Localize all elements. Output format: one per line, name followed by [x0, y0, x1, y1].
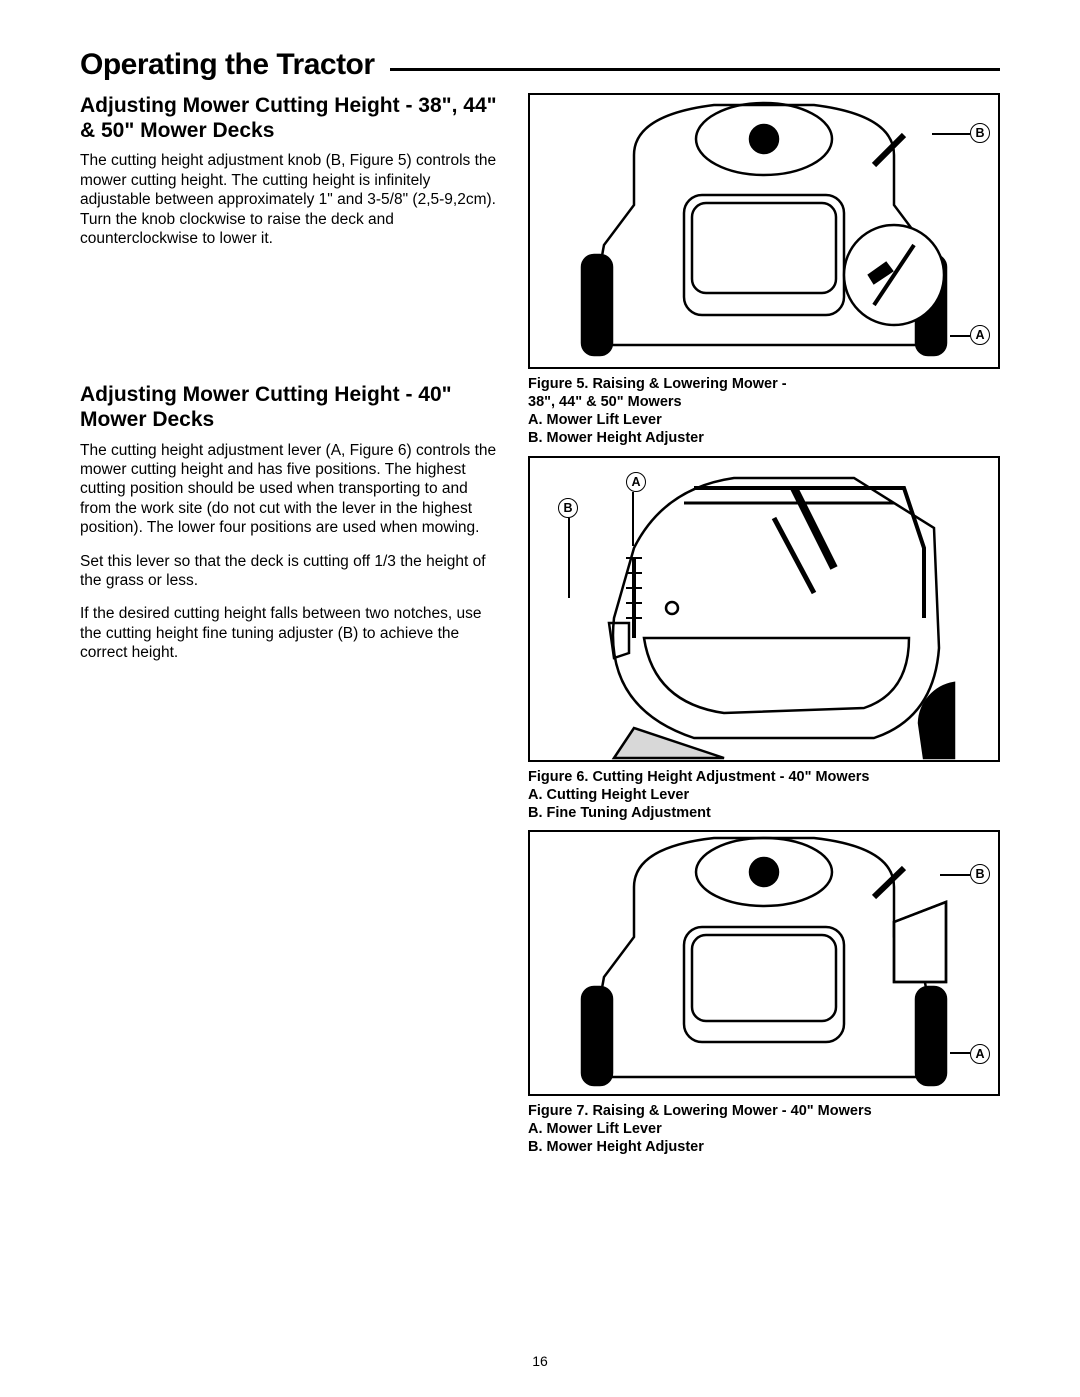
figure6-label-a: A	[626, 472, 646, 492]
caption-line: A. Mower Lift Lever	[528, 412, 662, 428]
tractor-top-illustration-icon	[530, 95, 998, 367]
figure5-label-b: B	[970, 123, 990, 143]
caption-line: B. Mower Height Adjuster	[528, 1139, 704, 1155]
arrow-line	[632, 492, 634, 546]
page-header: Operating the Tractor	[80, 48, 1000, 71]
figure-5: B A	[528, 93, 1000, 369]
right-column: B A Figure 5. Raising & Lowering Mower -…	[528, 93, 1000, 1156]
arrow-line	[568, 518, 570, 598]
caption-line: A. Cutting Height Lever	[528, 787, 689, 803]
two-column-layout: Adjusting Mower Cutting Height - 38", 44…	[80, 93, 1000, 1156]
section2-p3: If the desired cutting height falls betw…	[80, 604, 500, 662]
section1-p1: The cutting height adjustment knob (B, F…	[80, 151, 500, 248]
tractor-top-illustration-icon	[530, 832, 998, 1094]
arrow-line	[950, 1052, 970, 1054]
figure6-caption: Figure 6. Cutting Height Adjustment - 40…	[528, 768, 1000, 822]
figure5-caption: Figure 5. Raising & Lowering Mower - 38"…	[528, 375, 1000, 448]
caption-line: Figure 5. Raising & Lowering Mower -	[528, 376, 787, 392]
mower-deck-illustration-icon	[530, 458, 998, 760]
figure-7: B A	[528, 830, 1000, 1096]
left-column: Adjusting Mower Cutting Height - 38", 44…	[80, 93, 500, 1156]
section1-title: Adjusting Mower Cutting Height - 38", 44…	[80, 93, 500, 143]
figure6-label-b: B	[558, 498, 578, 518]
caption-line: B. Fine Tuning Adjustment	[528, 805, 711, 821]
figure-6: A B	[528, 456, 1000, 762]
figure7-caption: Figure 7. Raising & Lowering Mower - 40"…	[528, 1102, 1000, 1156]
arrow-line	[932, 133, 970, 135]
caption-line: B. Mower Height Adjuster	[528, 430, 704, 446]
figure7-label-b: B	[970, 864, 990, 884]
figure5-label-a: A	[970, 325, 990, 345]
section-spacer	[80, 262, 500, 382]
caption-line: Figure 7. Raising & Lowering Mower - 40"…	[528, 1103, 872, 1119]
caption-line: A. Mower Lift Lever	[528, 1121, 662, 1137]
header-rule	[390, 68, 1000, 71]
section2-p1: The cutting height adjustment lever (A, …	[80, 441, 500, 538]
arrow-line	[950, 335, 970, 337]
page-number: 16	[0, 1353, 1080, 1369]
page-title: Operating the Tractor	[80, 48, 375, 82]
arrow-line	[940, 874, 970, 876]
section2-title: Adjusting Mower Cutting Height - 40" Mow…	[80, 382, 500, 432]
caption-line: 38", 44" & 50" Mowers	[528, 394, 682, 410]
section2-p2: Set this lever so that the deck is cutti…	[80, 552, 500, 591]
caption-line: Figure 6. Cutting Height Adjustment - 40…	[528, 769, 869, 785]
figure7-label-a: A	[970, 1044, 990, 1064]
